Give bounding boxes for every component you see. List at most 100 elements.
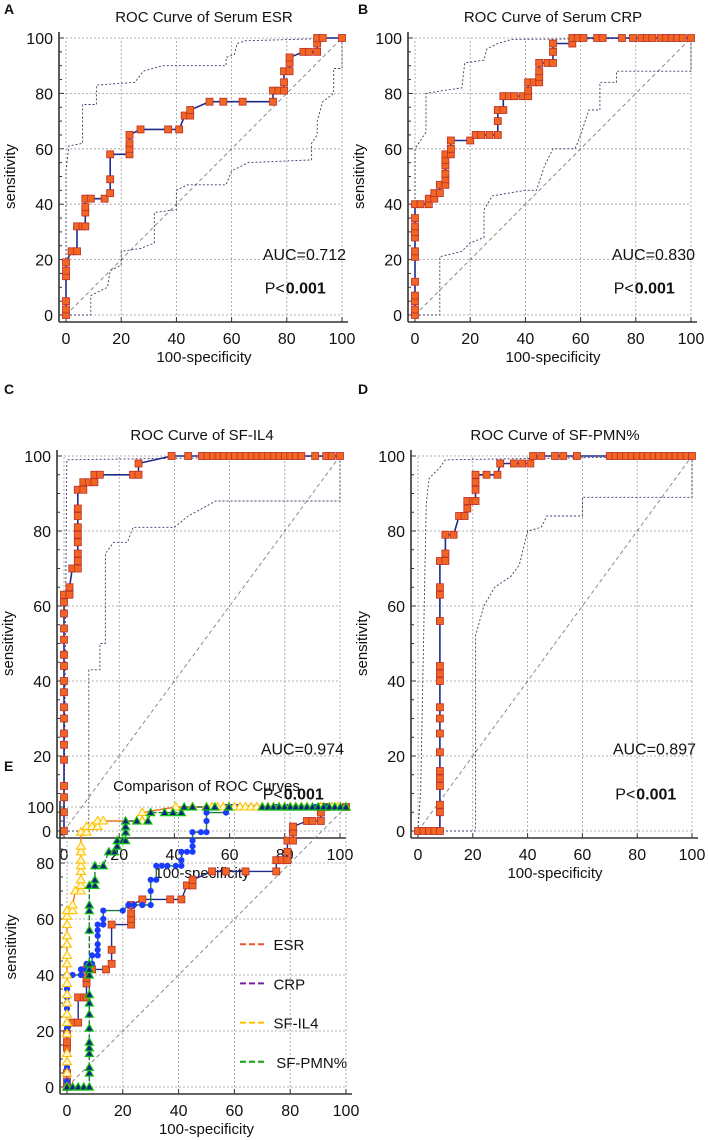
roc-point-marker bbox=[65, 583, 74, 592]
roc-point-marker bbox=[170, 801, 182, 811]
y-tick-label: 100 bbox=[375, 31, 402, 48]
roc-panel-d: D ROC Curve of SF-PMN% 0 20 40 60 80 100 0 20 40 60… bbox=[354, 381, 705, 882]
p-value-number: 0.001 bbox=[635, 280, 675, 297]
roc-point-marker bbox=[84, 924, 95, 934]
roc-point-marker bbox=[84, 1036, 95, 1046]
roc-point-marker bbox=[61, 930, 73, 940]
x-axis-label: 100-specificity bbox=[505, 349, 601, 366]
roc-point-marker bbox=[436, 774, 444, 783]
roc-point-marker bbox=[130, 901, 138, 909]
roc-point-marker bbox=[73, 538, 82, 547]
roc-point-marker bbox=[89, 880, 100, 890]
roc-point-marker bbox=[62, 305, 70, 314]
roc-point-marker bbox=[102, 965, 110, 974]
roc-point-marker bbox=[73, 564, 82, 573]
roc-point-marker bbox=[60, 677, 68, 685]
roc-point-marker bbox=[100, 194, 109, 203]
roc-point-marker bbox=[84, 989, 95, 999]
roc-point-marker bbox=[60, 827, 68, 835]
roc-point-marker bbox=[81, 222, 90, 231]
y-tick-label: 60 bbox=[35, 142, 53, 159]
roc-point-marker bbox=[208, 867, 216, 876]
y-tick-label: 40 bbox=[36, 968, 54, 985]
roc-point-marker bbox=[61, 919, 73, 929]
roc-point-marker bbox=[60, 703, 68, 712]
roc-panel-e: E Comparison of ROC Curves 0 20 40 60 80 100 0 20… bbox=[3, 758, 359, 1138]
reference-diagonal bbox=[414, 37, 692, 316]
roc-point-marker bbox=[272, 867, 281, 876]
confidence-band-line bbox=[415, 38, 692, 316]
roc-point-marker bbox=[62, 266, 70, 275]
roc-point-marker bbox=[75, 854, 87, 864]
x-tick-label: 60 bbox=[221, 847, 239, 864]
x-tick-label: 40 bbox=[170, 1103, 188, 1120]
roc-point-marker bbox=[79, 485, 88, 494]
roc-point-marker bbox=[60, 688, 68, 697]
roc-point-marker bbox=[147, 887, 154, 895]
roc-point-marker bbox=[411, 305, 419, 314]
x-axis-label: 100-specificity bbox=[156, 349, 252, 366]
roc-point-marker bbox=[89, 874, 100, 884]
roc-point-marker bbox=[60, 635, 68, 644]
roc-point-marker bbox=[84, 1081, 95, 1091]
roc-point-marker bbox=[106, 150, 115, 159]
y-tick-label: 20 bbox=[35, 253, 53, 270]
roc-point-marker bbox=[153, 862, 160, 869]
roc-point-marker bbox=[177, 895, 186, 904]
roc-point-marker bbox=[61, 1067, 73, 1077]
roc-point-marker bbox=[120, 821, 131, 831]
x-tick-label: 60 bbox=[226, 1103, 244, 1120]
y-tick-label: 100 bbox=[24, 449, 51, 466]
roc-point-marker bbox=[598, 34, 607, 42]
x-tick-label: 80 bbox=[281, 1103, 299, 1120]
roc-point-marker bbox=[238, 97, 247, 106]
roc-point-marker bbox=[73, 504, 82, 513]
roc-point-marker bbox=[125, 139, 134, 148]
roc-point-marker bbox=[84, 1042, 95, 1052]
x-tick-label: 40 bbox=[168, 331, 186, 348]
roc-point-marker bbox=[493, 131, 502, 139]
roc-point-marker bbox=[167, 452, 176, 460]
roc-point-marker bbox=[86, 194, 95, 203]
roc-point-marker bbox=[61, 910, 73, 920]
roc-point-marker bbox=[125, 131, 134, 139]
roc-panel-b: B ROC Curve of Serum CRP 0 20 40 60 80 100 0 20 40… bbox=[351, 1, 704, 366]
roc-point-marker bbox=[678, 34, 687, 42]
roc-point-marker bbox=[411, 291, 419, 300]
roc-point-marker bbox=[61, 949, 73, 959]
panel-label: B bbox=[358, 1, 368, 17]
roc-point-marker bbox=[61, 938, 73, 948]
roc-point-marker bbox=[61, 1008, 73, 1018]
roc-point-marker bbox=[75, 860, 87, 870]
roc-point-marker bbox=[219, 97, 228, 106]
roc-point-marker bbox=[436, 800, 444, 809]
panel-label: D bbox=[358, 381, 368, 397]
y-axis-label: sensitivity bbox=[0, 610, 17, 676]
roc-point-marker bbox=[471, 478, 480, 487]
roc-panel-a: A ROC Curve of Serum ESR 0 20 40 60 80 100 0 20 40… bbox=[2, 1, 355, 366]
roc-point-marker bbox=[95, 470, 104, 479]
roc-point-marker bbox=[529, 452, 537, 460]
roc-point-marker bbox=[485, 131, 494, 139]
y-tick-label: 80 bbox=[387, 524, 405, 541]
roc-point-marker bbox=[100, 907, 107, 914]
roc-point-marker bbox=[107, 945, 116, 954]
roc-point-marker bbox=[94, 927, 101, 934]
roc-point-marker bbox=[94, 946, 101, 953]
roc-point-marker bbox=[549, 47, 557, 56]
auc-label: AUC=0.712 bbox=[263, 247, 346, 264]
roc-point-marker bbox=[338, 34, 346, 42]
roc-point-marker bbox=[65, 590, 74, 599]
y-axis-label: sensitivity bbox=[354, 610, 371, 676]
x-tick-label: 80 bbox=[627, 331, 645, 348]
roc-point-marker bbox=[97, 815, 109, 825]
roc-point-marker bbox=[223, 801, 234, 811]
roc-point-marker bbox=[74, 1018, 83, 1027]
x-tick-label: 60 bbox=[572, 331, 590, 348]
roc-point-marker bbox=[285, 53, 294, 62]
y-tick-label: 100 bbox=[27, 800, 54, 817]
roc-point-marker bbox=[549, 59, 557, 67]
roc-point-marker bbox=[61, 1028, 73, 1038]
y-tick-label: 0 bbox=[44, 308, 53, 325]
y-tick-label: 80 bbox=[36, 856, 54, 873]
